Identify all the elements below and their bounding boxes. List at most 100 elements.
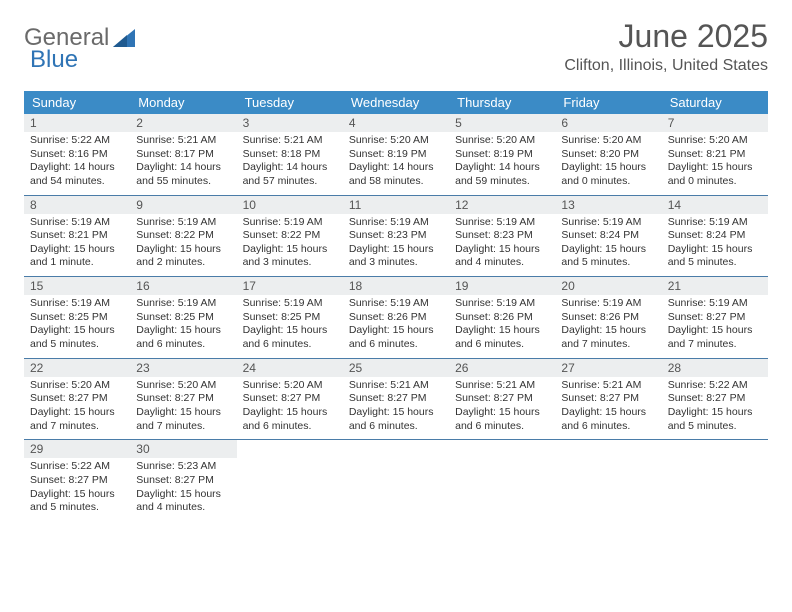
day-number: 27 (555, 359, 661, 377)
day-info: Sunrise: 5:19 AMSunset: 8:26 PMDaylight:… (343, 297, 449, 358)
sunrise-text: Sunrise: 5:23 AM (134, 460, 232, 474)
sunset-text: Sunset: 8:22 PM (241, 229, 339, 243)
day-info: Sunrise: 5:21 AMSunset: 8:27 PMDaylight:… (343, 379, 449, 440)
day-cell: 23Sunrise: 5:20 AMSunset: 8:27 PMDayligh… (130, 359, 236, 440)
daylight-text-1: Daylight: 15 hours (666, 161, 764, 175)
day-cell: 28Sunrise: 5:22 AMSunset: 8:27 PMDayligh… (662, 359, 768, 440)
daylight-text-2: and 59 minutes. (453, 175, 551, 189)
sunset-text: Sunset: 8:27 PM (666, 392, 764, 406)
day-cell (237, 440, 343, 521)
day-info: Sunrise: 5:19 AMSunset: 8:25 PMDaylight:… (24, 297, 130, 358)
sunrise-text: Sunrise: 5:20 AM (559, 134, 657, 148)
daylight-text-1: Daylight: 15 hours (559, 161, 657, 175)
day-cell: 25 Sunrise: 5:21 AMSunset: 8:27 PMDayligh… (343, 359, 449, 440)
dow-sunday: Sunday (24, 91, 130, 114)
day-info: Sunrise: 5:22 AMSunset: 8:16 PMDaylight:… (24, 134, 130, 195)
sunset-text: Sunset: 8:27 PM (559, 392, 657, 406)
day-number: 25 (343, 359, 449, 377)
day-info: Sunrise: 5:23 AMSunset: 8:27 PMDaylight:… (130, 460, 236, 521)
brand-part2-wrap: Blue (30, 46, 78, 74)
calendar: Sunday Monday Tuesday Wednesday Thursday… (24, 91, 768, 521)
day-info: Sunrise: 5:22 AMSunset: 8:27 PMDaylight:… (24, 460, 130, 521)
daylight-text-2: and 1 minute. (28, 256, 126, 270)
day-info: Sunrise: 5:20 AMSunset: 8:19 PMDaylight:… (449, 134, 555, 195)
day-cell: 22 Sunrise: 5:20 AMSunset: 8:27 PMDayligh… (24, 359, 130, 440)
sunset-text: Sunset: 8:20 PM (559, 148, 657, 162)
sunrise-text: Sunrise: 5:20 AM (453, 134, 551, 148)
sunset-text: Sunset: 8:26 PM (453, 311, 551, 325)
daylight-text-2: and 5 minutes. (666, 420, 764, 434)
daylight-text-1: Daylight: 15 hours (666, 324, 764, 338)
day-cell: 16Sunrise: 5:19 AMSunset: 8:25 PMDayligh… (130, 277, 236, 358)
day-info: Sunrise: 5:19 AMSunset: 8:26 PMDaylight:… (449, 297, 555, 358)
day-cell (343, 440, 449, 521)
month-title: June 2025 (564, 18, 768, 55)
sunrise-text: Sunrise: 5:21 AM (347, 379, 445, 393)
daylight-text-1: Daylight: 15 hours (666, 243, 764, 257)
sunrise-text: Sunrise: 5:20 AM (241, 379, 339, 393)
day-info: Sunrise: 5:20 AMSunset: 8:19 PMDaylight:… (343, 134, 449, 195)
daylight-text-2: and 6 minutes. (347, 338, 445, 352)
weeks-container: 1Sunrise: 5:22 AMSunset: 8:16 PMDaylight… (24, 114, 768, 521)
dow-friday: Friday (555, 91, 661, 114)
day-info: Sunrise: 5:20 AMSunset: 8:27 PMDaylight:… (237, 379, 343, 440)
sunset-text: Sunset: 8:18 PM (241, 148, 339, 162)
sunset-text: Sunset: 8:23 PM (347, 229, 445, 243)
day-cell: 27 Sunrise: 5:21 AMSunset: 8:27 PMDayligh… (555, 359, 661, 440)
day-info: Sunrise: 5:20 AMSunset: 8:27 PMDaylight:… (24, 379, 130, 440)
day-number: 20 (555, 277, 661, 295)
day-cell (555, 440, 661, 521)
day-cell: 4Sunrise: 5:20 AMSunset: 8:19 PMDaylight… (343, 114, 449, 195)
sunset-text: Sunset: 8:23 PM (453, 229, 551, 243)
day-number: 30 (130, 440, 236, 458)
daylight-text-2: and 0 minutes. (559, 175, 657, 189)
daylight-text-1: Daylight: 15 hours (241, 243, 339, 257)
daylight-text-1: Daylight: 15 hours (28, 488, 126, 502)
day-cell: 10Sunrise: 5:19 AMSunset: 8:22 PMDayligh… (237, 196, 343, 277)
day-cell: 5Sunrise: 5:20 AMSunset: 8:19 PMDaylight… (449, 114, 555, 195)
day-number: 21 (662, 277, 768, 295)
day-info: Sunrise: 5:19 AMSunset: 8:24 PMDaylight:… (555, 216, 661, 277)
day-cell: 7Sunrise: 5:20 AMSunset: 8:21 PMDaylight… (662, 114, 768, 195)
day-cell: 11Sunrise: 5:19 AMSunset: 8:23 PMDayligh… (343, 196, 449, 277)
sunrise-text: Sunrise: 5:21 AM (559, 379, 657, 393)
day-cell: 18Sunrise: 5:19 AMSunset: 8:26 PMDayligh… (343, 277, 449, 358)
sunset-text: Sunset: 8:21 PM (28, 229, 126, 243)
week-row: 15Sunrise: 5:19 AMSunset: 8:25 PMDayligh… (24, 276, 768, 358)
day-number: 23 (130, 359, 236, 377)
day-cell: 20 Sunrise: 5:19 AMSunset: 8:26 PMDayligh… (555, 277, 661, 358)
daylight-text-2: and 6 minutes. (134, 338, 232, 352)
daylight-text-1: Daylight: 15 hours (28, 243, 126, 257)
sunset-text: Sunset: 8:27 PM (134, 392, 232, 406)
day-info (555, 446, 661, 452)
week-row: 8Sunrise: 5:19 AMSunset: 8:21 PMDaylight… (24, 195, 768, 277)
day-info: Sunrise: 5:19 AMSunset: 8:24 PMDaylight:… (662, 216, 768, 277)
daylight-text-2: and 7 minutes. (559, 338, 657, 352)
daylight-text-2: and 6 minutes. (241, 338, 339, 352)
daylight-text-1: Daylight: 14 hours (241, 161, 339, 175)
day-cell: 14Sunrise: 5:19 AMSunset: 8:24 PMDayligh… (662, 196, 768, 277)
daylight-text-1: Daylight: 15 hours (347, 406, 445, 420)
sunrise-text: Sunrise: 5:21 AM (134, 134, 232, 148)
dow-saturday: Saturday (662, 91, 768, 114)
day-cell: 29Sunrise: 5:22 AMSunset: 8:27 PMDayligh… (24, 440, 130, 521)
sunrise-text: Sunrise: 5:22 AM (28, 460, 126, 474)
day-number: 10 (237, 196, 343, 214)
dow-thursday: Thursday (449, 91, 555, 114)
sunrise-text: Sunrise: 5:19 AM (28, 216, 126, 230)
sunrise-text: Sunrise: 5:22 AM (28, 134, 126, 148)
day-info: Sunrise: 5:19 AMSunset: 8:25 PMDaylight:… (237, 297, 343, 358)
daylight-text-1: Daylight: 15 hours (559, 406, 657, 420)
daylight-text-2: and 6 minutes. (241, 420, 339, 434)
sunrise-text: Sunrise: 5:19 AM (134, 297, 232, 311)
day-info: Sunrise: 5:21 AMSunset: 8:18 PMDaylight:… (237, 134, 343, 195)
daylight-text-2: and 3 minutes. (241, 256, 339, 270)
day-info: Sunrise: 5:19 AMSunset: 8:26 PMDaylight:… (555, 297, 661, 358)
sunrise-text: Sunrise: 5:19 AM (666, 297, 764, 311)
daylight-text-1: Daylight: 15 hours (241, 406, 339, 420)
day-info: Sunrise: 5:20 AMSunset: 8:20 PMDaylight:… (555, 134, 661, 195)
sunrise-text: Sunrise: 5:19 AM (559, 216, 657, 230)
brand-part2: Blue (30, 46, 78, 73)
day-number: 22 (24, 359, 130, 377)
sunrise-text: Sunrise: 5:19 AM (666, 216, 764, 230)
